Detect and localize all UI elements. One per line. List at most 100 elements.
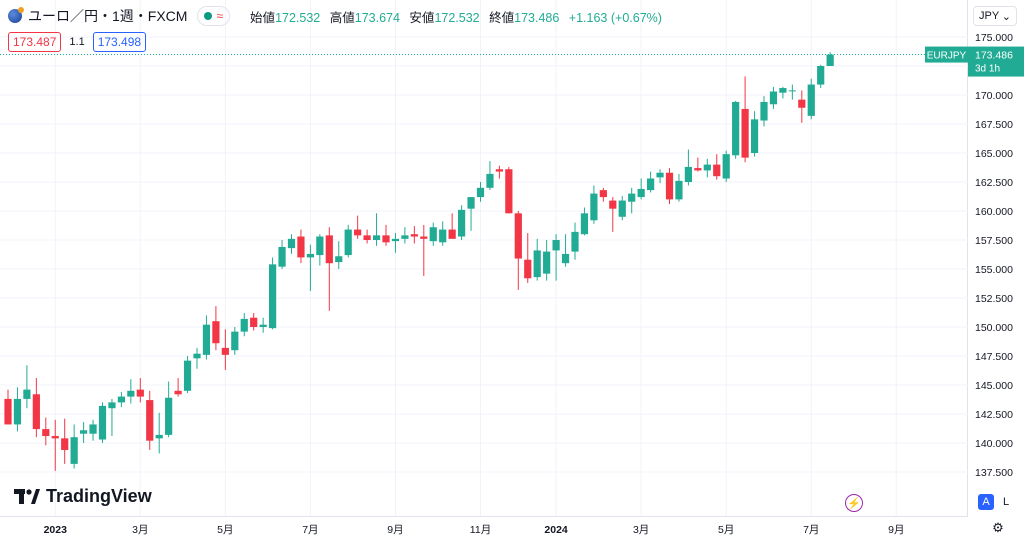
candle[interactable] — [269, 257, 277, 330]
chart-plot-area[interactable]: EURJPY — [0, 0, 968, 516]
candlestick-chart[interactable]: EURJPY — [0, 0, 968, 516]
candle[interactable] — [514, 211, 522, 290]
candle[interactable] — [732, 100, 740, 159]
candle[interactable] — [505, 166, 513, 214]
candle[interactable] — [70, 424, 78, 469]
candle[interactable] — [61, 418, 69, 464]
candle[interactable] — [325, 227, 333, 311]
currency-selector[interactable]: JPY ⌄ — [973, 6, 1017, 26]
candle[interactable] — [13, 387, 22, 432]
candle[interactable] — [117, 391, 125, 408]
candle[interactable] — [240, 313, 248, 337]
candle[interactable] — [108, 398, 116, 437]
candle[interactable] — [439, 221, 447, 246]
candle[interactable] — [769, 86, 778, 109]
candle[interactable] — [524, 233, 532, 283]
candle[interactable] — [278, 240, 286, 269]
candle[interactable] — [221, 329, 229, 370]
candle[interactable] — [231, 327, 239, 355]
candle[interactable] — [391, 233, 400, 253]
candle[interactable] — [694, 157, 702, 172]
candle[interactable] — [183, 356, 192, 394]
candle[interactable] — [495, 165, 503, 179]
candle[interactable] — [476, 182, 485, 202]
candle[interactable] — [467, 197, 475, 231]
candle[interactable] — [401, 227, 409, 244]
candle[interactable] — [684, 149, 692, 186]
candle[interactable] — [798, 90, 806, 123]
lightning-event-icon[interactable]: ⚡ — [845, 494, 863, 512]
candle[interactable] — [741, 76, 749, 163]
candle[interactable] — [420, 224, 428, 276]
symbol-title[interactable]: ユーロ／円・1週・FXCM — [28, 8, 188, 24]
candle[interactable] — [826, 52, 834, 66]
candle[interactable] — [458, 205, 466, 240]
candle[interactable] — [250, 313, 258, 331]
candle[interactable] — [98, 402, 107, 443]
candle[interactable] — [590, 185, 598, 224]
candle[interactable] — [675, 173, 683, 202]
buy-price-button[interactable]: 173.498 — [92, 32, 147, 52]
candle[interactable] — [344, 224, 352, 258]
candle[interactable] — [372, 213, 381, 246]
auto-scale-button[interactable]: A — [978, 494, 994, 510]
candle[interactable] — [193, 347, 201, 369]
candle[interactable] — [722, 150, 730, 182]
candle[interactable] — [637, 178, 645, 200]
candle[interactable] — [807, 78, 815, 120]
candle[interactable] — [51, 419, 59, 471]
price-axis[interactable]: 137.500 140.000 142.500 145.000 147.500 150.0… — [968, 0, 1024, 542]
candle[interactable] — [817, 64, 825, 89]
candle[interactable] — [89, 419, 97, 441]
candle[interactable] — [23, 365, 31, 409]
candle[interactable] — [760, 96, 768, 127]
candle[interactable] — [580, 207, 589, 236]
time-axis[interactable]: 2023 3月 5月 7月 9月 11月 2024 3月 5月 7月 9月 — [0, 516, 968, 542]
candle[interactable] — [155, 412, 163, 454]
candle[interactable] — [750, 111, 759, 157]
candle[interactable] — [665, 168, 674, 205]
candle[interactable] — [609, 197, 617, 232]
candle[interactable] — [779, 86, 787, 99]
candle[interactable] — [146, 390, 154, 450]
candle[interactable] — [448, 213, 456, 239]
candle[interactable] — [32, 378, 40, 438]
candle[interactable] — [788, 84, 796, 100]
candle[interactable] — [561, 234, 570, 267]
candle[interactable] — [363, 229, 371, 244]
candle[interactable] — [486, 161, 494, 191]
candle[interactable] — [656, 169, 664, 184]
candle[interactable] — [543, 240, 551, 281]
candle[interactable] — [335, 241, 343, 269]
candle[interactable] — [287, 234, 296, 254]
candle[interactable] — [127, 379, 135, 404]
market-status-pill[interactable]: ≈ — [197, 6, 231, 26]
log-scale-button[interactable]: L — [1002, 496, 1010, 508]
candle[interactable] — [571, 222, 579, 260]
sell-price-button[interactable]: 173.487 — [8, 32, 62, 52]
candle[interactable] — [174, 378, 182, 397]
candle[interactable] — [202, 315, 211, 360]
settings-gear-icon[interactable]: ⚙ — [992, 520, 1004, 535]
candle[interactable] — [382, 224, 390, 246]
candle[interactable] — [42, 417, 50, 446]
candle[interactable] — [259, 317, 267, 333]
candle[interactable] — [316, 234, 324, 266]
candle[interactable] — [4, 389, 12, 425]
candle[interactable] — [165, 381, 173, 438]
candle[interactable] — [713, 154, 721, 180]
candle[interactable] — [354, 215, 362, 239]
candle[interactable] — [80, 422, 88, 443]
candle[interactable] — [410, 226, 418, 244]
tradingview-logo[interactable]: TradingView — [14, 486, 152, 507]
candle[interactable] — [703, 158, 711, 178]
candle[interactable] — [647, 171, 655, 193]
candle[interactable] — [429, 222, 437, 246]
candle[interactable] — [533, 238, 541, 281]
candle[interactable] — [136, 378, 144, 403]
candle[interactable] — [628, 187, 636, 214]
candle[interactable] — [297, 229, 305, 264]
candle[interactable] — [552, 234, 560, 281]
candle[interactable] — [599, 187, 607, 202]
candle[interactable] — [618, 195, 626, 221]
